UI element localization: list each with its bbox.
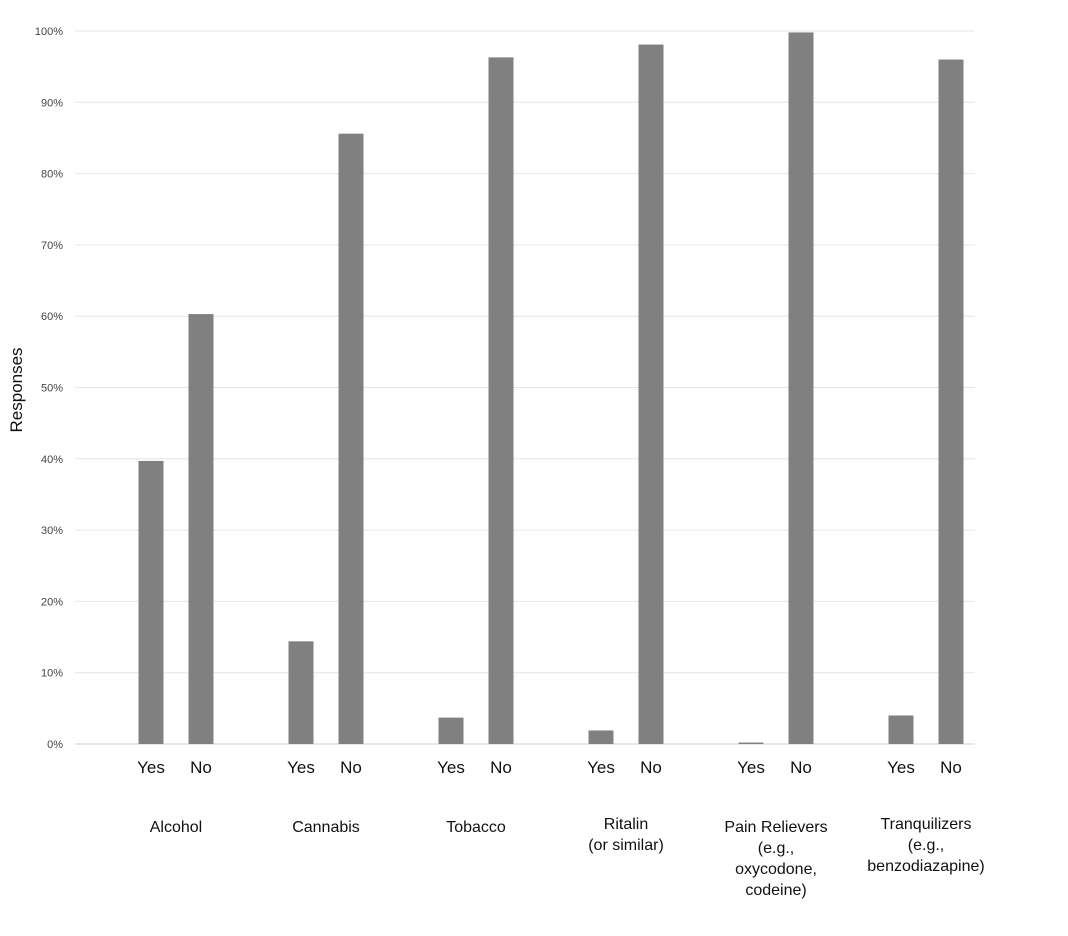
group-label: Alcohol [150, 819, 202, 836]
y-tick-label: 90% [41, 97, 63, 109]
group-label-line: Ritalin [604, 816, 648, 833]
y-tick-label: 40% [41, 454, 63, 466]
bar [138, 460, 164, 744]
group-label: Ritalin (or similar) [588, 816, 664, 854]
bar [738, 742, 764, 744]
group-label-line: Pain Relievers [724, 819, 827, 836]
bar [638, 44, 664, 745]
y-tick-label: 30% [41, 525, 63, 537]
y-tick-label: 10% [41, 668, 63, 680]
bar [438, 717, 464, 744]
x-sub-label: Yes [887, 758, 915, 777]
x-sub-label: No [640, 758, 662, 777]
x-sub-label: Yes [437, 758, 465, 777]
group-label-line: Alcohol [150, 819, 202, 836]
x-sub-label: Yes [737, 758, 765, 777]
x-sub-label: Yes [137, 758, 165, 777]
y-tick-label: 100% [35, 26, 63, 38]
x-sub-label: No [340, 758, 362, 777]
y-tick-label: 60% [41, 311, 63, 323]
y-tick-label: 80% [41, 169, 63, 181]
bar [588, 730, 614, 744]
bar [288, 641, 314, 744]
group-label: Cannabis [292, 819, 360, 836]
grid-lines [75, 30, 975, 745]
y-axis-label: Responses [7, 347, 26, 432]
x-sub-label: No [190, 758, 212, 777]
bar [788, 32, 814, 744]
x-axis-labels: Yes No Alcohol Yes No Cannabis Yes No Tobacco Yes… [137, 758, 985, 899]
y-tick-label: 20% [41, 596, 63, 608]
bar [488, 57, 514, 745]
group-label: Pain Relievers (e.g., oxycodone, codeine) [724, 819, 827, 899]
x-sub-label: No [490, 758, 512, 777]
group-label-line: (e.g., [758, 840, 794, 857]
y-tick-label: 50% [41, 383, 63, 395]
group-label: Tobacco [446, 819, 506, 836]
bar [188, 314, 214, 744]
group-label-line: Tranquilizers [881, 816, 972, 833]
x-sub-label: No [940, 758, 962, 777]
bar [938, 59, 964, 744]
group-label-line: Tobacco [446, 819, 506, 836]
group-label-line: codeine) [745, 882, 806, 899]
bar [338, 133, 364, 744]
y-tick-label: 70% [41, 240, 63, 252]
x-sub-label: No [790, 758, 812, 777]
group-label-line: (or similar) [588, 837, 664, 854]
group-label-line: benzodiazapine) [867, 858, 984, 875]
x-sub-label: Yes [587, 758, 615, 777]
group-label-line: Cannabis [292, 819, 360, 836]
x-sub-label: Yes [287, 758, 315, 777]
y-axis-ticks: 0% 10% 20% 30% 40% 50% 60% 70% 80% 90% 100% [35, 26, 63, 751]
bars [138, 32, 964, 745]
y-tick-label: 0% [47, 739, 63, 751]
group-label: Tranquilizers (e.g., benzodiazapine) [867, 816, 984, 875]
bar [888, 715, 914, 744]
group-label-line: (e.g., [908, 837, 944, 854]
group-label-line: oxycodone, [735, 861, 817, 878]
